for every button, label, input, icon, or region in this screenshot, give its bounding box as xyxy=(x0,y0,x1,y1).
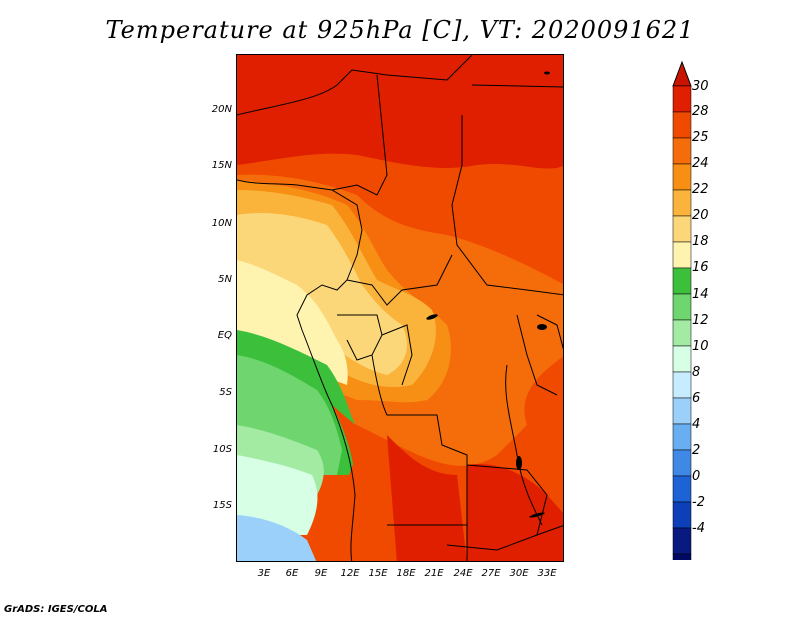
colorbar-label: 12 xyxy=(692,313,709,328)
y-tick-label: 10N xyxy=(211,218,232,229)
x-tick-label: 18E xyxy=(396,568,416,579)
colorbar-label: 30 xyxy=(692,79,709,94)
colorbar-label: 10 xyxy=(692,339,709,354)
colorbar-label: 16 xyxy=(692,260,709,275)
colorbar-label: 8 xyxy=(692,365,701,380)
x-tick-label: 15E xyxy=(368,568,388,579)
colorbar-label: 20 xyxy=(692,208,709,223)
colorbar-label: 0 xyxy=(692,469,701,484)
colorbar-swatch xyxy=(672,345,692,373)
colorbar-swatch xyxy=(672,501,692,529)
field-8 xyxy=(237,515,317,561)
y-tick-label: 5N xyxy=(218,274,232,285)
credit-text: GrADS: IGES/COLA xyxy=(4,604,108,615)
colorbar-label: 22 xyxy=(692,182,709,197)
chart-title: Temperature at 925hPa [C], VT: 202009162… xyxy=(105,16,695,44)
y-tick-label: 15S xyxy=(212,500,232,511)
colorbar-swatch xyxy=(672,163,692,191)
colorbar-swatch xyxy=(672,267,692,295)
colorbar-swatch xyxy=(672,85,692,113)
temperature-field xyxy=(237,55,563,561)
field-coast-28 xyxy=(332,405,397,561)
field-southeast-30 xyxy=(467,464,563,561)
colorbar-label: 14 xyxy=(692,287,709,302)
map-frame xyxy=(236,54,564,562)
colorbar-label: 6 xyxy=(692,391,701,406)
x-tick-label: 21E xyxy=(424,568,444,579)
colorbar xyxy=(672,60,692,560)
x-tick-label: 27E xyxy=(481,568,501,579)
colorbar-swatch xyxy=(672,475,692,503)
colorbar-swatch xyxy=(672,241,692,269)
y-tick-label: 20N xyxy=(211,104,232,115)
y-tick-label: 10S xyxy=(212,444,232,455)
colorbar-swatch xyxy=(672,397,692,425)
colorbar-swatch xyxy=(672,293,692,321)
colorbar-label: -2 xyxy=(692,495,705,510)
colorbar-swatch xyxy=(672,371,692,399)
colorbar-swatch xyxy=(672,423,692,451)
colorbar-label: 25 xyxy=(692,130,709,145)
colorbar-label: 18 xyxy=(692,234,709,249)
y-tick-label: 5S xyxy=(219,387,232,398)
field-10 xyxy=(237,455,318,535)
colorbar-label: -4 xyxy=(692,521,705,536)
field-south-30 xyxy=(387,435,467,561)
colorbar-swatch xyxy=(672,189,692,217)
colorbar-top-arrow xyxy=(672,60,692,87)
x-tick-label: 24E xyxy=(453,568,473,579)
lakes xyxy=(426,71,550,518)
colorbar-swatch xyxy=(672,111,692,139)
colorbar-swatch xyxy=(672,527,692,555)
colorbar-label: 28 xyxy=(692,104,709,119)
x-tick-label: 9E xyxy=(314,568,328,579)
x-tick-label: 12E xyxy=(340,568,360,579)
colorbar-swatch xyxy=(672,553,692,560)
y-tick-label: 15N xyxy=(211,160,232,171)
colorbar-swatch xyxy=(672,215,692,243)
colorbar-swatch xyxy=(672,319,692,347)
colorbar-label: 4 xyxy=(692,417,701,432)
x-tick-label: 30E xyxy=(509,568,529,579)
colorbar-swatch xyxy=(672,449,692,477)
colorbar-label: 2 xyxy=(692,443,701,458)
x-tick-label: 6E xyxy=(285,568,299,579)
country-borders xyxy=(237,55,563,561)
colorbar-label: 24 xyxy=(692,156,709,171)
x-tick-label: 33E xyxy=(537,568,557,579)
x-tick-label: 3E xyxy=(257,568,271,579)
colorbar-swatch xyxy=(672,137,692,165)
y-tick-label: EQ xyxy=(217,330,232,341)
